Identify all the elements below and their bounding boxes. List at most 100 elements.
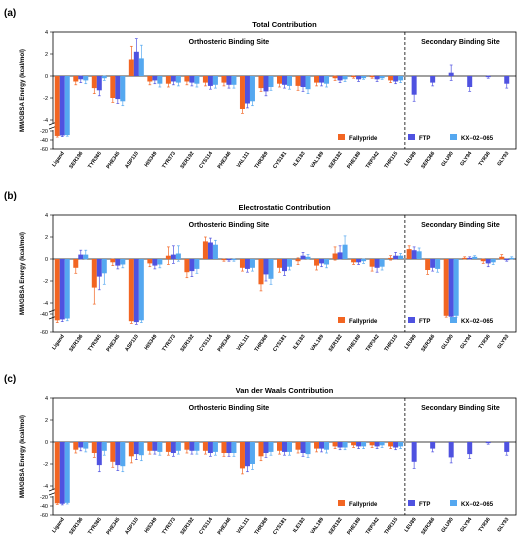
bar	[231, 76, 237, 85]
bar	[226, 442, 232, 453]
category-label: CYS114	[198, 151, 214, 170]
bar	[165, 442, 171, 452]
bar	[170, 442, 176, 453]
legend-label: KX−02−065	[461, 319, 494, 325]
category-label: HIS349	[144, 517, 159, 535]
bar	[64, 442, 70, 503]
bar	[189, 442, 195, 451]
bar	[189, 259, 195, 272]
y-axis-label: MM/GBSA Energy (kcal/mol)	[19, 49, 26, 132]
y-tick-label: 2	[45, 235, 48, 241]
bar	[467, 442, 473, 455]
bar	[133, 259, 139, 323]
category-label: GLY93	[496, 517, 510, 534]
category-label: SER182	[328, 517, 344, 536]
bar	[448, 442, 454, 458]
y-tick-label: 4	[45, 396, 48, 402]
category-label: LEU89	[404, 517, 418, 534]
bar	[337, 442, 343, 448]
bar	[448, 259, 454, 317]
category-label: SER192	[180, 334, 196, 353]
legend-label: FTP	[419, 502, 430, 508]
category-label: TYR36	[478, 517, 492, 534]
bar	[91, 76, 97, 89]
bar	[258, 442, 264, 457]
bar	[184, 259, 190, 273]
orthosteric-site-label: Orthosteric Binding Site	[189, 405, 270, 412]
y-tick-label: -2	[43, 462, 48, 468]
category-label: TYR365	[87, 517, 103, 536]
bar	[184, 442, 190, 450]
bar	[281, 76, 288, 85]
bar	[59, 259, 65, 320]
category-label: CYS114	[198, 517, 214, 536]
y-tick-label: 2	[45, 418, 48, 424]
y-tick-label: 0	[45, 74, 48, 80]
chart-title: Van der Waals Contribution	[236, 386, 334, 395]
y-axis-label: MM/GBSA Energy (kcal/mol)	[19, 232, 26, 315]
bar	[393, 76, 399, 82]
bar	[128, 442, 134, 457]
category-label: LEU89	[404, 334, 418, 351]
bar	[207, 242, 213, 259]
bar	[128, 259, 134, 322]
bar	[249, 259, 255, 268]
bar	[295, 76, 301, 86]
category-label: SER182	[328, 334, 344, 353]
category-label: SER366	[420, 334, 436, 353]
y-tick-label: -20	[40, 129, 48, 135]
chart-panel-1: (a) Total Contribution Orthosteric Binding…	[4, 8, 517, 170]
legend-swatch	[338, 500, 345, 506]
bar	[133, 442, 139, 455]
bar	[54, 76, 60, 136]
bar	[287, 76, 293, 86]
y-tick-label: -40	[40, 504, 48, 510]
axis-break-gap	[50, 489, 56, 496]
category-label: TRP342	[365, 151, 381, 170]
category-label: THR115	[383, 151, 399, 170]
category-label: THR369	[254, 334, 270, 353]
category-label: SER366	[420, 517, 436, 536]
legend-swatch	[338, 134, 345, 140]
chart-panel-3: (c) Van der Waals Contribution Orthosteric…	[4, 374, 517, 536]
bar	[221, 442, 227, 453]
y-tick-label: 4	[45, 213, 48, 219]
bar	[324, 442, 330, 450]
bar	[300, 442, 306, 453]
y-tick-label: -4	[43, 118, 48, 124]
secondary-site-label: Secondary Binding Site	[421, 39, 500, 46]
y-tick-label: 4	[45, 30, 48, 36]
legend-label: Fallypride	[349, 502, 378, 508]
bar	[120, 76, 126, 102]
category-label: SER182	[328, 151, 344, 170]
bar	[324, 76, 330, 84]
legend-label: KX−02−065	[461, 136, 494, 142]
bar	[212, 442, 218, 452]
y-tick-label: -60	[40, 330, 48, 336]
bar	[239, 76, 245, 109]
category-label: SER196	[68, 517, 84, 536]
panel-label: (b)	[4, 191, 17, 202]
bar	[212, 76, 218, 85]
category-label: GLU90	[440, 517, 455, 534]
bar	[305, 76, 311, 90]
category-label: PHE346	[217, 151, 233, 170]
category-label: SER192	[180, 151, 196, 170]
category-label: PHE188	[346, 334, 362, 353]
y-tick-label: -4	[43, 301, 48, 307]
category-label: HIS349	[144, 334, 159, 352]
bar	[91, 442, 97, 453]
bar	[258, 76, 264, 89]
bar	[96, 76, 102, 91]
category-label: Ligand	[51, 334, 66, 351]
bar	[157, 442, 163, 452]
bar	[287, 259, 293, 267]
y-tick-label: -2	[43, 96, 48, 102]
bar	[194, 76, 200, 84]
bar	[202, 241, 208, 259]
y-tick-label: -4	[43, 484, 48, 490]
y-tick-label: -60	[40, 513, 48, 519]
bar	[443, 259, 449, 316]
chart-title: Electrostatic Contribution	[238, 203, 331, 212]
